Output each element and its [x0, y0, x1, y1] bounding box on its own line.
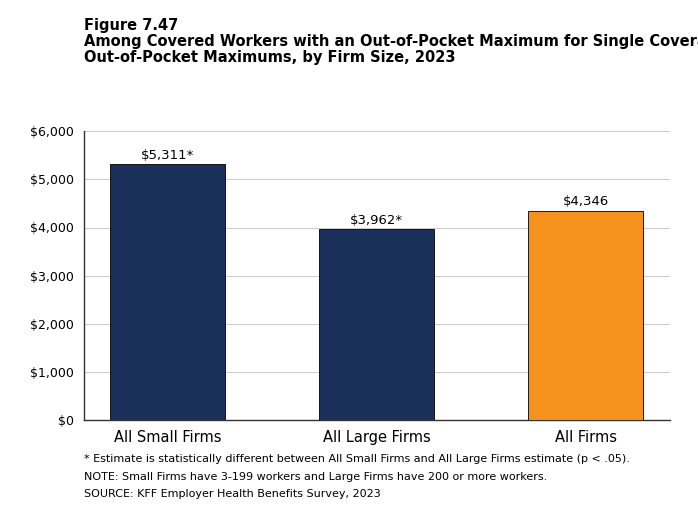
Text: $5,311*: $5,311* — [141, 149, 195, 162]
Text: SOURCE: KFF Employer Health Benefits Survey, 2023: SOURCE: KFF Employer Health Benefits Sur… — [84, 489, 380, 499]
Text: Out-of-Pocket Maximums, by Firm Size, 2023: Out-of-Pocket Maximums, by Firm Size, 20… — [84, 50, 455, 65]
Text: $3,962*: $3,962* — [350, 214, 403, 227]
Text: NOTE: Small Firms have 3-199 workers and Large Firms have 200 or more workers.: NOTE: Small Firms have 3-199 workers and… — [84, 472, 547, 482]
Text: Among Covered Workers with an Out-of-Pocket Maximum for Single Coverage, Average: Among Covered Workers with an Out-of-Poc… — [84, 34, 698, 49]
Bar — [528, 211, 644, 420]
Text: Figure 7.47: Figure 7.47 — [84, 18, 178, 34]
Bar — [320, 229, 434, 420]
Bar — [110, 164, 225, 420]
Text: $4,346: $4,346 — [563, 195, 609, 208]
Text: * Estimate is statistically different between All Small Firms and All Large Firm: * Estimate is statistically different be… — [84, 454, 630, 464]
